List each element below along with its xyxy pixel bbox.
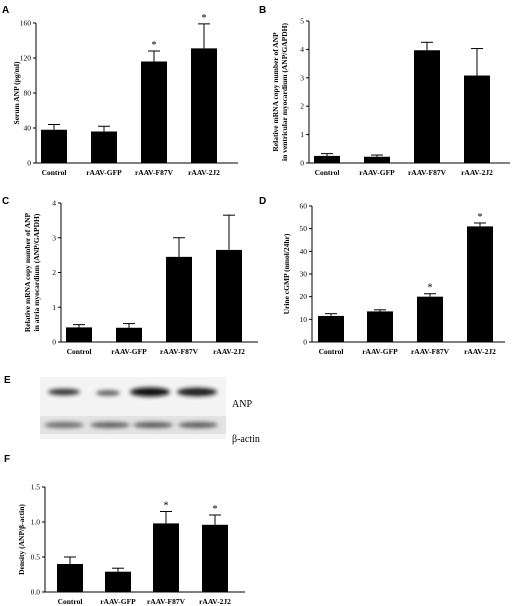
y-tick-label: 160 xyxy=(20,19,32,28)
y-axis-label: Density (ANP/β-actin) xyxy=(17,504,26,575)
panel-label-f: F xyxy=(4,454,10,465)
category-label: rAAV-GFP xyxy=(100,597,136,606)
bar xyxy=(166,256,192,342)
y-tick-label: 120 xyxy=(20,54,32,63)
panel-label-e: E xyxy=(4,375,11,386)
blot-label-beta-actin: β-actin xyxy=(232,434,260,445)
category-label: rAAV-GFP xyxy=(362,347,398,356)
y-tick-label: 60 xyxy=(300,202,308,211)
y-tick-label: 80 xyxy=(24,89,32,98)
bar xyxy=(318,315,344,342)
significance-star: * xyxy=(478,212,483,223)
category-label: rAAV-2J2 xyxy=(213,347,245,356)
panel-label-d: D xyxy=(259,196,266,207)
category-label: rAAV-F87V xyxy=(135,168,174,177)
y-tick-label: 20 xyxy=(300,292,308,301)
y-tick-label: 0.0 xyxy=(31,588,41,597)
y-tick-label: 5 xyxy=(300,17,304,26)
y-axis-label: Relative mRNA copy number of ANP xyxy=(23,212,32,332)
category-label: Control xyxy=(67,347,92,356)
category-label: Control xyxy=(315,168,340,177)
significance-star: * xyxy=(428,283,433,294)
chart-panel-f: 0.0 0.5 1.0 1.5 Control rAAV-GFP * rAAV-F87V * rA… xyxy=(17,483,245,606)
category-label: rAAV-F87V xyxy=(160,347,199,356)
y-axis-label: in atria myocardium (ANP/GAPDH) xyxy=(32,213,41,331)
significance-star: * xyxy=(213,504,218,515)
category-label: rAAV-F87V xyxy=(147,597,186,606)
category-label: rAAV-F87V xyxy=(411,347,450,356)
category-label: rAAV-2J2 xyxy=(199,597,231,606)
bar xyxy=(314,155,340,163)
panel-label-b: B xyxy=(259,5,266,16)
category-label: Control xyxy=(58,597,83,606)
category-label: rAAV-GFP xyxy=(86,168,122,177)
bar xyxy=(367,311,393,342)
category-label: rAAV-2J2 xyxy=(188,168,220,177)
bar xyxy=(66,327,92,342)
bar xyxy=(417,296,443,342)
bar xyxy=(153,523,179,592)
western-blot-image xyxy=(40,377,226,439)
y-tick-label: 0 xyxy=(52,338,56,347)
chart-panel-b: 0 1 2 3 4 5 Control rAAV-GFP rAAV-F87V rAAV-2J2 Re… xyxy=(271,17,510,177)
y-tick-label: 1 xyxy=(300,130,304,139)
bar xyxy=(57,564,83,592)
y-tick-label: 40 xyxy=(300,247,308,256)
chart-panel-c: 0 1 2 3 4 Control rAAV-GFP rAAV-F87V rAAV-2J2 Rel… xyxy=(23,199,258,356)
blot-label-anp: ANP xyxy=(232,399,252,410)
category-label: Control xyxy=(319,347,344,356)
y-tick-label: 3 xyxy=(52,233,56,242)
y-tick-label: 0.5 xyxy=(31,553,41,562)
y-tick-label: 1 xyxy=(52,303,56,312)
bar xyxy=(91,131,117,163)
y-tick-label: 1.0 xyxy=(31,518,41,527)
y-tick-label: 2 xyxy=(52,268,56,277)
bar xyxy=(105,571,131,592)
y-tick-label: 10 xyxy=(300,315,308,324)
y-tick-label: 2 xyxy=(300,102,304,111)
bar xyxy=(467,226,493,342)
bar xyxy=(116,327,142,342)
beta-actin-bands xyxy=(44,422,218,428)
bar xyxy=(41,129,67,163)
significance-star: * xyxy=(164,501,169,512)
bar xyxy=(464,75,490,163)
bar xyxy=(414,50,440,163)
anp-bands xyxy=(48,387,217,397)
y-tick-label: 30 xyxy=(300,270,308,279)
significance-star: * xyxy=(152,40,157,51)
y-axis-label: Relative mRNA copy number of ANP xyxy=(271,32,280,152)
chart-panel-a: 0 40 80 120 160 Control rAAV-GFP * rAAV-F87V * rAA… xyxy=(12,13,238,177)
y-tick-label: 4 xyxy=(52,199,56,208)
y-tick-label: 0 xyxy=(303,338,307,347)
y-tick-label: 50 xyxy=(300,224,308,233)
y-axis-label: Urine cGMP (nmol/24hr) xyxy=(282,233,291,314)
y-axis-label: Serum ANP (pg/ml) xyxy=(12,61,21,124)
category-label: rAAV-2J2 xyxy=(461,168,493,177)
category-label: rAAV-GFP xyxy=(111,347,147,356)
bar xyxy=(191,48,217,163)
category-label: rAAV-GFP xyxy=(359,168,395,177)
panel-label-c: C xyxy=(2,196,9,207)
category-label: rAAV-2J2 xyxy=(464,347,496,356)
bar xyxy=(364,156,390,163)
y-tick-label: 0 xyxy=(300,159,304,168)
y-tick-label: 0 xyxy=(27,159,31,168)
category-label: rAAV-F87V xyxy=(408,168,447,177)
y-tick-label: 4 xyxy=(300,45,304,54)
bar xyxy=(202,524,228,592)
category-label: Control xyxy=(42,168,67,177)
y-tick-label: 40 xyxy=(24,124,32,133)
significance-star: * xyxy=(202,13,207,24)
y-tick-label: 1.5 xyxy=(31,483,41,492)
bar xyxy=(216,249,242,342)
y-tick-label: 3 xyxy=(300,73,304,82)
y-axis-label: in ventricular myocardium (ANP/GAPDH) xyxy=(280,23,289,161)
panel-label-a: A xyxy=(2,5,9,16)
bar xyxy=(141,61,167,163)
chart-panel-d: 0 10 20 30 40 50 60 Control rAAV-GFP * rAAV-F87V * r… xyxy=(282,202,505,356)
